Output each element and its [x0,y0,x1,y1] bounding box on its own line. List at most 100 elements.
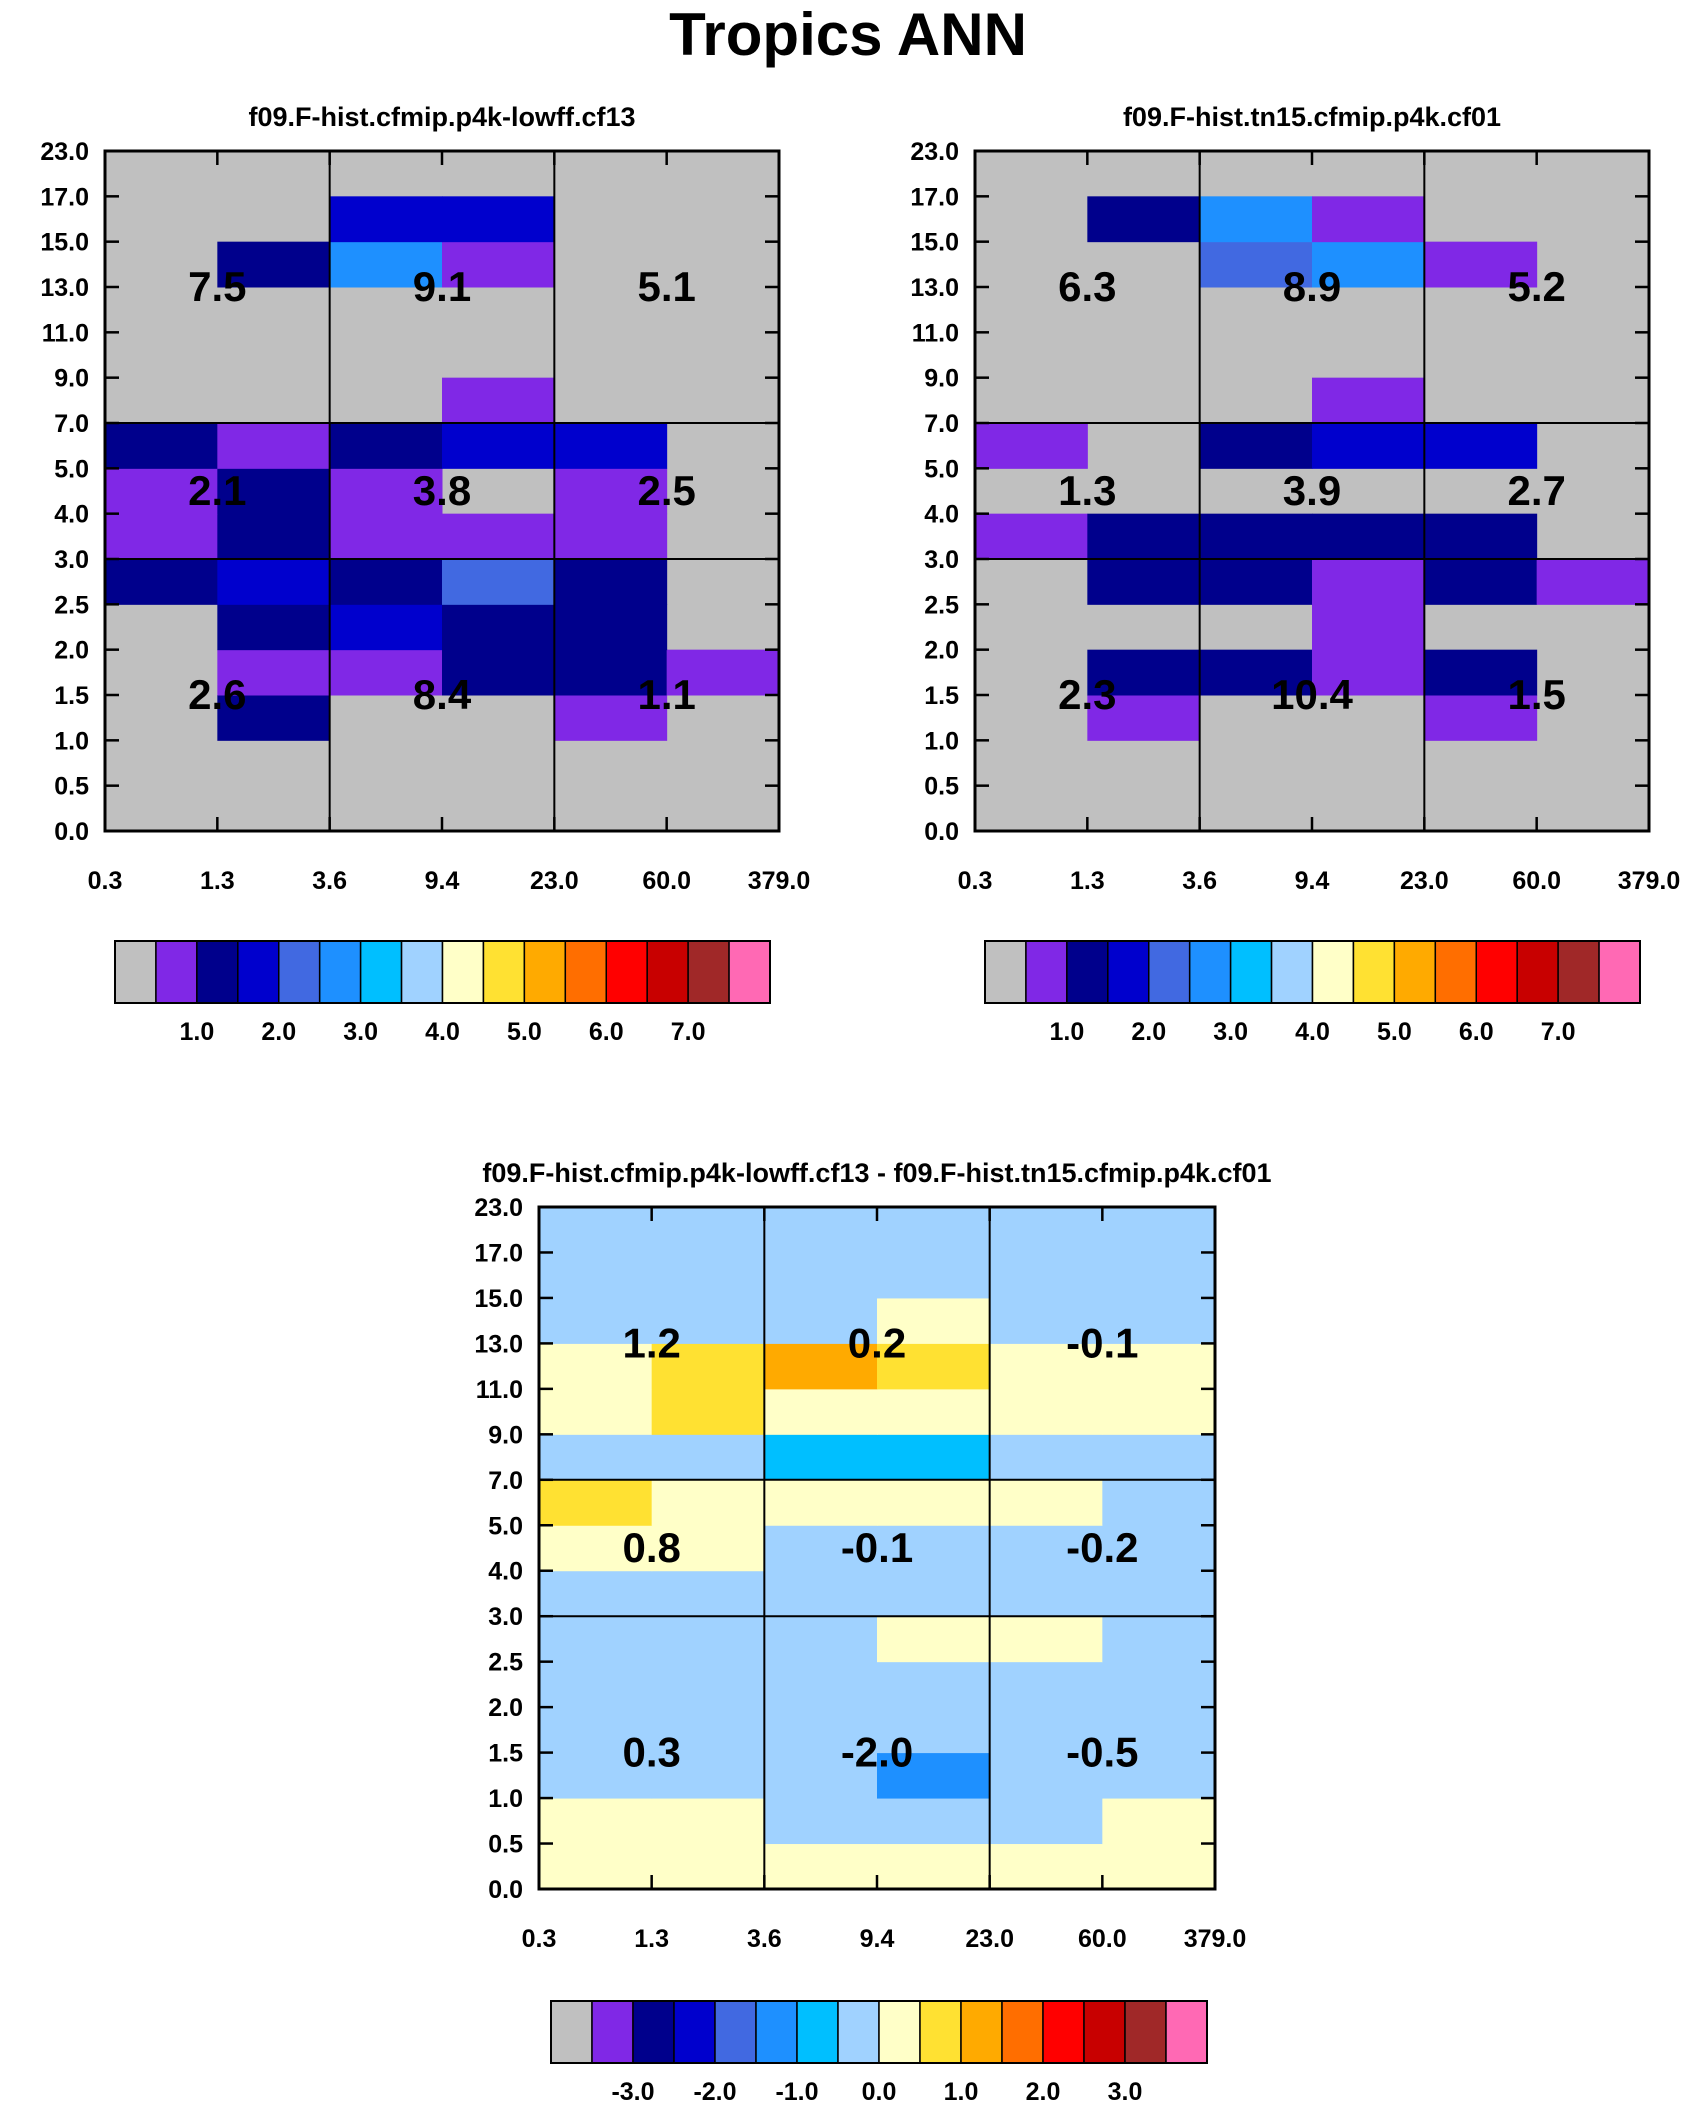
colorbar-swatch [196,940,239,1004]
heatmap-cell [1199,513,1313,560]
x-tick-label: 3.6 [1182,867,1217,895]
heatmap-cell [877,1707,991,1754]
region-value-label: -2.0 [841,1729,913,1776]
colorbar-swatch [1001,2000,1044,2064]
y-tick-label: 2.0 [924,637,959,665]
colorbar-swatch [1557,940,1600,1004]
y-tick-label: 13.0 [474,1330,523,1358]
heatmap-cell [554,468,668,515]
y-tick-label: 2.0 [488,1694,523,1722]
heatmap-cell [764,1525,878,1572]
heatmap-cell [764,1297,878,1344]
colorbar-swatch [359,940,403,1004]
region-value-label: 1.5 [1507,671,1565,718]
colorbar-label: 7.0 [671,1018,706,1046]
x-tick-label: 3.6 [747,1925,782,1953]
heatmap-cell [1536,559,1650,605]
heatmap-cell [989,1843,1103,1890]
heatmap-cell [217,649,331,696]
heatmap-cell [539,1479,653,1526]
colorbar-swatch [632,2000,675,2064]
y-tick-label: 4.0 [488,1558,523,1586]
heatmap-cell [1312,377,1425,424]
heatmap-cell [1199,649,1313,696]
heatmap-cell [329,559,443,605]
heatmap-cell [764,1707,878,1754]
heatmap-cell [764,1570,878,1617]
colorbar-label: -2.0 [693,2078,736,2106]
colorbar-swatch [1434,940,1477,1004]
region-value-label: 0.3 [622,1729,680,1776]
heatmap-cell [1102,1297,1216,1344]
panel-title: f09.F-hist.cfmip.p4k-lowff.cf13 [248,102,635,132]
y-tick-label: 0.0 [54,818,89,846]
heatmap-cell [651,1388,765,1435]
heatmap-cell [877,1616,991,1663]
colorbar-label: 5.0 [1377,1018,1412,1046]
colorbar-swatch [1598,940,1641,1004]
chart-panel-1: 0.0 0.5 1.0 1.5 2.0 2.5 3.0 4.0 5.0 7.0 9.0 11.0 13.… [40,102,810,1046]
colorbar-label: 2.0 [261,1018,296,1046]
y-tick-label: 3.0 [924,546,959,574]
heatmap-cell [1102,1434,1216,1481]
x-tick-label: 60.0 [1512,867,1561,895]
chart-panel-2: 0.0 0.5 1.0 1.5 2.0 2.5 3.0 4.0 5.0 7.0 9.0 11.0 13.… [910,102,1680,1046]
region-value-label: 1.3 [1058,467,1116,514]
y-tick-label: 9.0 [54,365,89,393]
colorbar-swatch [482,940,526,1004]
panel-title: f09.F-hist.cfmip.p4k-lowff.cf13 - f09.F-… [482,1158,1271,1188]
region-value-label: 8.9 [1283,263,1341,310]
heatmap-cell [989,1525,1103,1572]
colorbar-swatch [687,940,730,1004]
heatmap-cell [442,604,555,651]
heatmap-cell [1312,604,1425,651]
y-tick-label: 17.0 [474,1239,523,1267]
colorbar-swatch [984,940,1027,1004]
colorbar-label: 1.0 [944,2078,979,2106]
heatmap-cell [442,241,555,288]
heatmap-cell [877,1207,991,1253]
region-value-label: 5.1 [637,263,695,310]
heatmap-cell [1312,423,1425,469]
heatmap-cell [1102,1525,1216,1572]
region-value-label: 9.1 [413,263,471,310]
heatmap-cell [651,1752,765,1799]
heatmap-cell [764,1616,878,1663]
heatmap-cell [877,1525,991,1572]
colorbar-label: 4.0 [425,1018,460,1046]
heatmap-cell [764,1479,878,1526]
y-tick-label: 3.0 [54,546,89,574]
heatmap-cell [539,1661,653,1708]
heatmap-cell [1102,1616,1216,1663]
heatmap-cell [989,1616,1103,1663]
heatmap-cell [1102,1843,1216,1890]
heatmap-cell [1199,423,1313,469]
heatmap-cell [554,513,668,560]
heatmap-cell [539,1707,653,1754]
heatmap-cell [989,1707,1103,1754]
y-tick-label: 0.0 [924,818,959,846]
heatmap-cell [651,1798,765,1845]
colorbar-swatch [1393,940,1437,1004]
colorbar: -3.0 -2.0 -1.0 0.0 1.0 2.0 3.0 [550,2000,1208,2106]
heatmap-cell [651,1707,765,1754]
heatmap-cell [1102,1252,1216,1299]
heatmap-cell [442,377,555,424]
y-tick-label: 5.0 [488,1512,523,1540]
heatmap-cell [539,1434,653,1481]
colorbar-swatch [1188,940,1232,1004]
y-tick-label: 4.0 [54,501,89,529]
heatmap-cell [554,649,668,696]
y-tick-label: 5.0 [54,455,89,483]
heatmap-cell [1102,1752,1216,1799]
x-tick-label: 379.0 [748,867,811,895]
colorbar-swatch [278,940,321,1004]
y-tick-label: 23.0 [40,138,89,166]
heatmap-cell [877,1479,991,1526]
colorbar-swatch [155,940,198,1004]
heatmap-cell [329,649,443,696]
y-tick-label: 23.0 [910,138,959,166]
heatmap-cell [1087,559,1201,605]
y-tick-label: 1.0 [54,727,89,755]
heatmap-cell [989,1752,1103,1799]
